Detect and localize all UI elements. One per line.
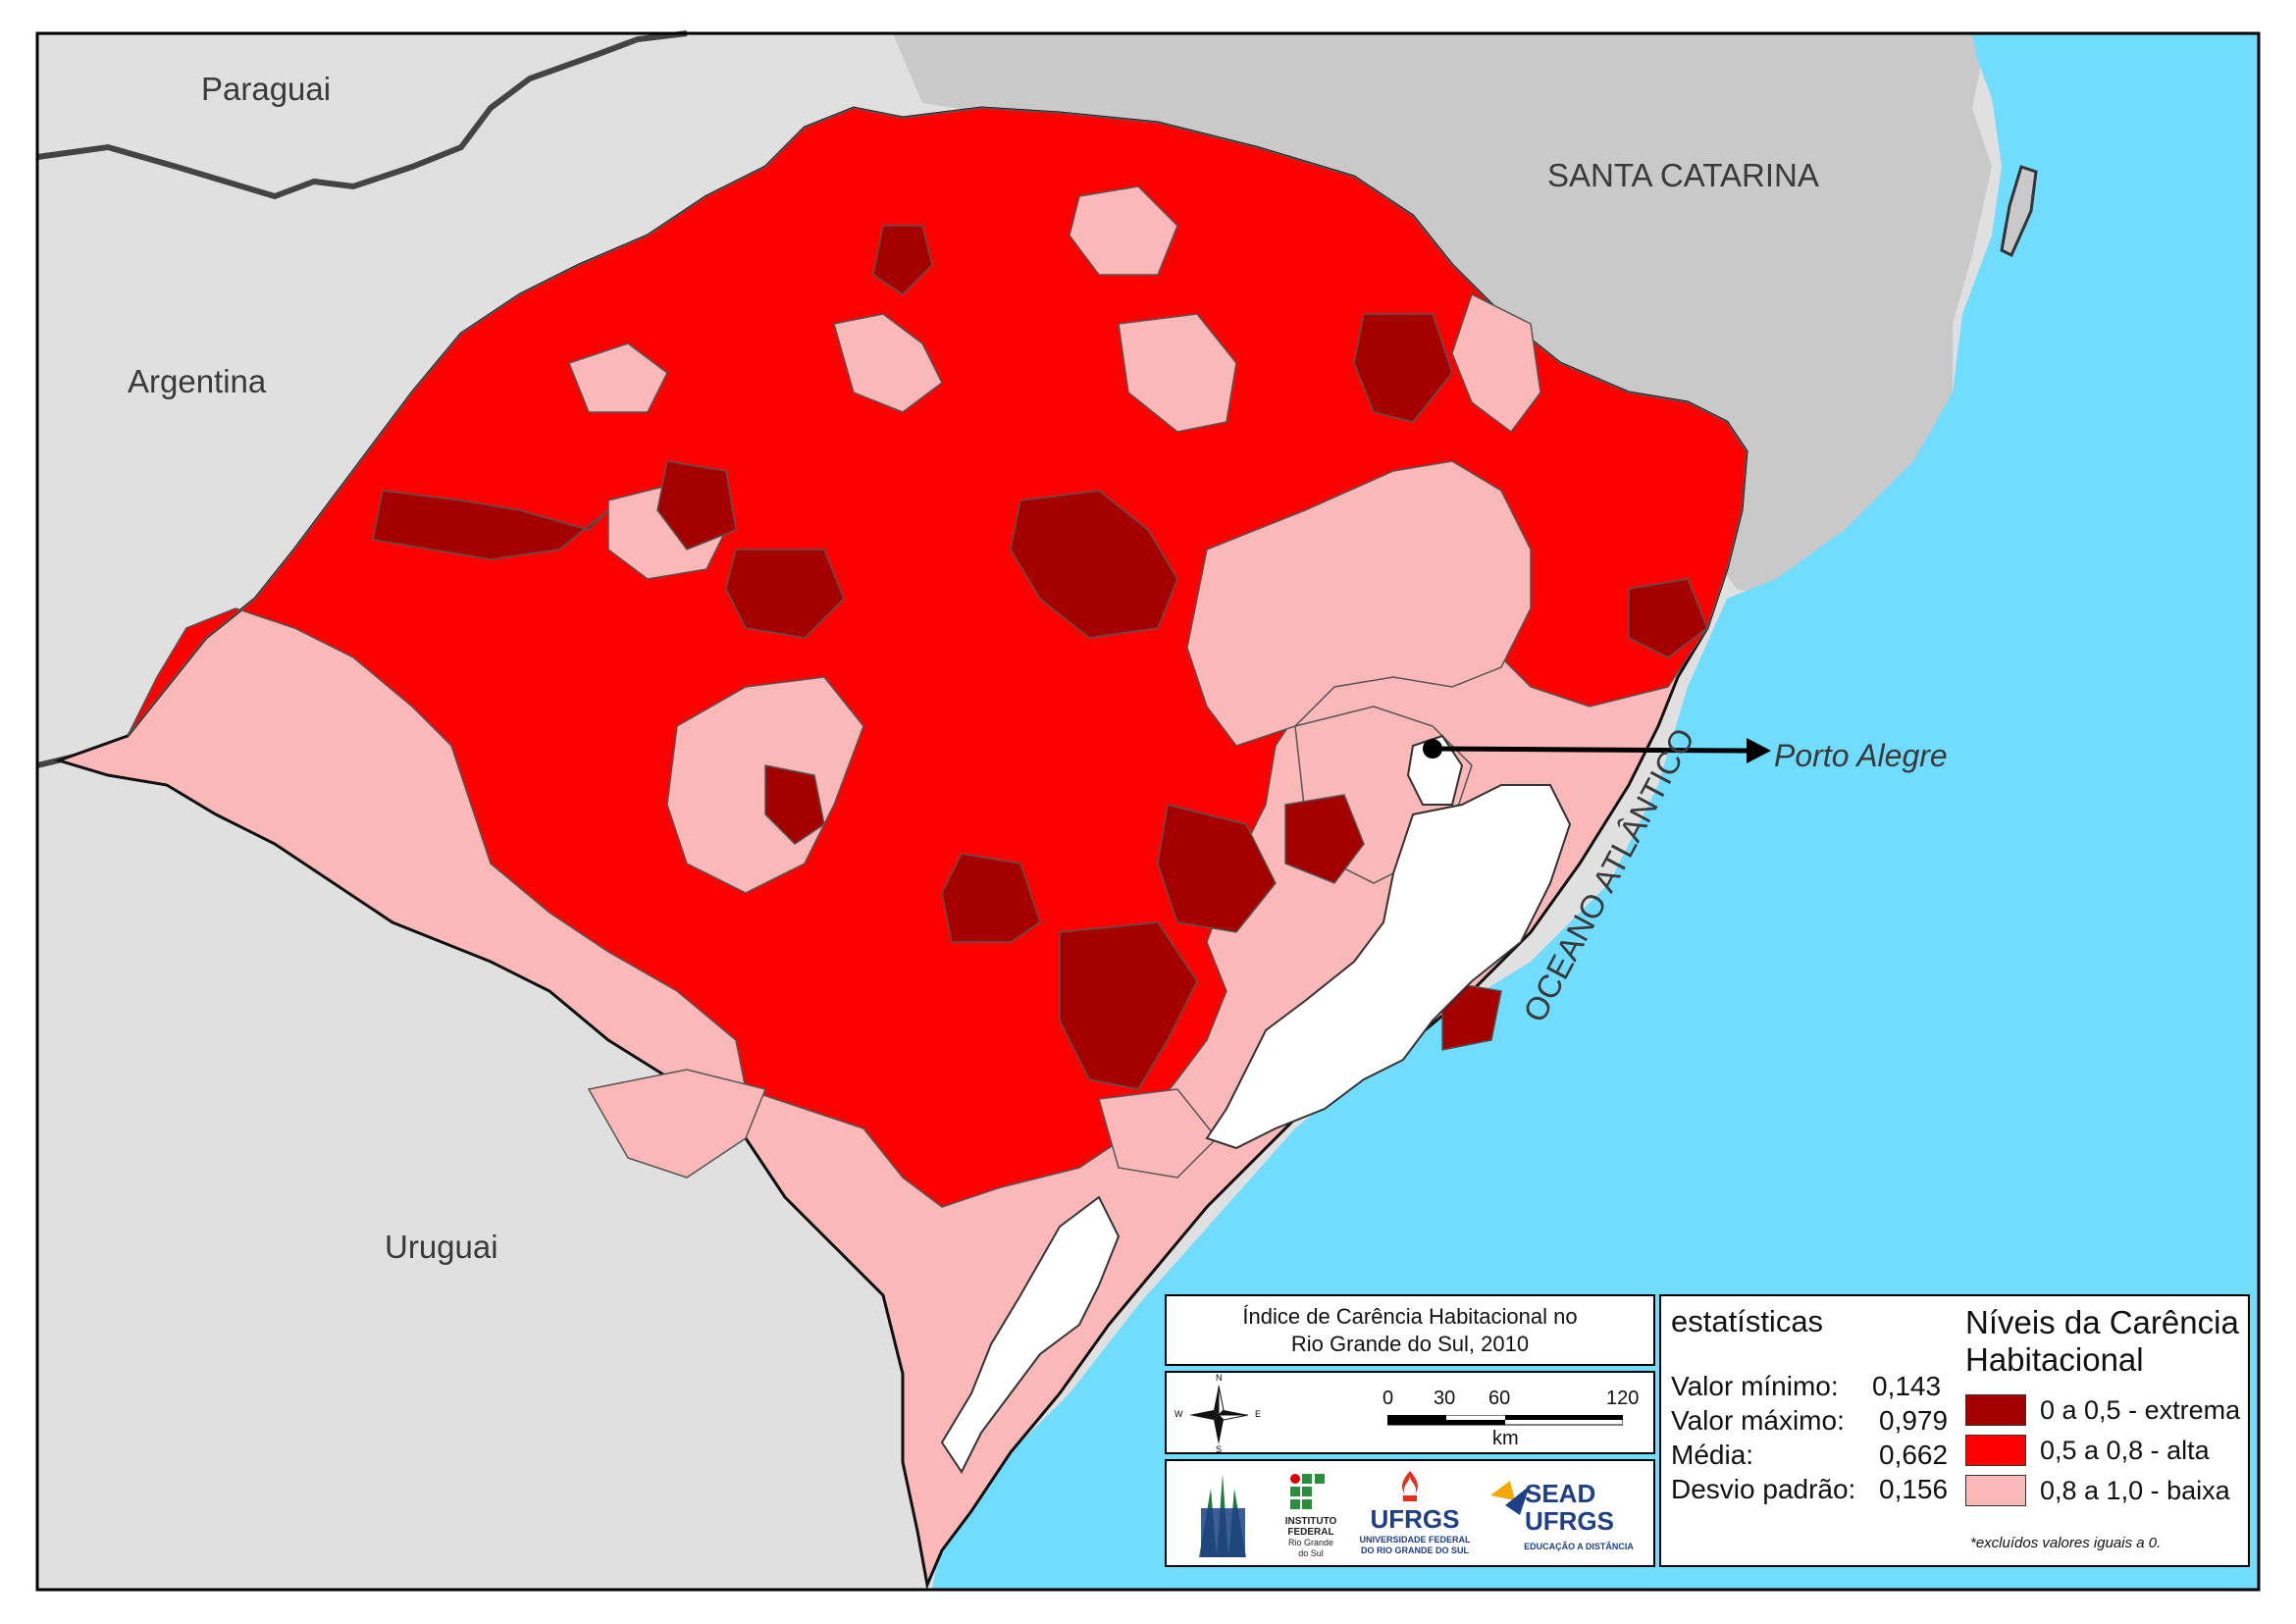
ufrgs-sub-2: DO RIO GRANDE DO SUL: [1360, 1545, 1469, 1555]
island: [2000, 165, 2038, 258]
compass-n: N: [1216, 1373, 1223, 1383]
extreme-patch-11: [872, 225, 933, 295]
ufrgs-flame-icon: [1402, 1471, 1418, 1501]
compass-rose-icon: [1189, 1385, 1249, 1444]
extreme-patch-12: [656, 460, 737, 550]
ufrgs-sub-1: UNIVERSIDADE FEDERAL: [1359, 1535, 1471, 1545]
extreme-patch-3: [1157, 804, 1277, 933]
title-line-1: Índice de Carência Habitacional no: [1242, 1304, 1578, 1329]
santa-catarina-label: SANTA CATARINA: [1547, 157, 1819, 193]
ifrs-line-4: do Sul: [1298, 1548, 1324, 1558]
stat-label-mean: Média:: [1671, 1440, 1754, 1470]
sead-line-1: SEAD: [1525, 1479, 1596, 1508]
stats-title: estatísticas: [1671, 1304, 1824, 1338]
porto-alegre-label: Porto Alegre: [1774, 738, 1948, 773]
title-line-2: Rio Grande do Sul, 2010: [1290, 1332, 1530, 1356]
sead-sub: EDUCAÇÃO A DISTÂNCIA: [1524, 1542, 1634, 1551]
low-patch-6: [1118, 313, 1237, 433]
low-patch-8: [587, 1069, 767, 1179]
legend-item-extreme: 0 a 0,5 - extrema: [1965, 1394, 2240, 1426]
extreme-patch-7: [725, 549, 845, 639]
paraguai-border: [36, 30, 688, 200]
legend-label-low: 0,8 a 1,0 - baixa: [2040, 1475, 2230, 1505]
scale-tick-30: 30: [1434, 1388, 1456, 1409]
compass-e: E: [1255, 1409, 1262, 1419]
scale-tick-60: 60: [1488, 1388, 1511, 1409]
ifrs-logo-icon: [1290, 1474, 1325, 1509]
legend-title-2: Habitacional: [1965, 1341, 2144, 1378]
argentina-label: Argentina: [128, 363, 267, 399]
ocean: [932, 33, 2259, 1590]
legend-item-low: 0,8 a 1,0 - baixa: [1965, 1475, 2230, 1506]
compass-w: W: [1174, 1409, 1183, 1419]
map-frame: [35, 31, 2261, 1592]
stat-value-min: 0,143: [1872, 1371, 1942, 1401]
low-patch-7: [1451, 292, 1541, 434]
ifrs-line-2: FEDERAL: [1287, 1527, 1334, 1538]
legend-title-1: Níveis da Carência: [1965, 1304, 2239, 1340]
legend-label-high: 0,5 a 0,8 - alta: [2040, 1435, 2210, 1465]
scale-tick-0: 0: [1383, 1388, 1394, 1409]
low-patch-5: [833, 313, 943, 413]
scale-tick-120: 120: [1606, 1388, 1640, 1409]
compass-s: S: [1216, 1444, 1223, 1454]
legend-swatch-high: [1965, 1435, 2026, 1466]
lagoa-mirim: [940, 1195, 1121, 1474]
campus-logo-icon: [1191, 1469, 1255, 1562]
title-panel: Índice de Carência Habitacional no Rio G…: [1165, 1294, 1655, 1366]
extreme-patch-1: [372, 490, 609, 560]
legend-swatch-low: [1965, 1475, 2026, 1506]
porto-alegre-area: [1406, 734, 1464, 806]
paraguai-label: Paraguai: [201, 71, 332, 107]
extreme-patch-5: [941, 853, 1041, 943]
scale-bar: [1387, 1415, 1623, 1426]
legend-item-high: 0,5 a 0,8 - alta: [1965, 1435, 2210, 1466]
porto-alegre-arrow-head: [1747, 738, 1771, 763]
stat-value-sd: 0,156: [1879, 1474, 1949, 1504]
stat-label-min: Valor mínimo:: [1671, 1371, 1839, 1401]
stat-label-sd: Desvio padrão:: [1671, 1474, 1856, 1504]
stat-value-mean: 0,662: [1879, 1440, 1949, 1470]
extreme-patch-4: [1059, 921, 1198, 1090]
ifrs-line-1: INSTITUTO: [1284, 1516, 1337, 1527]
extreme-patch-10: [1628, 578, 1708, 658]
low-patch-11: [568, 342, 668, 413]
extreme-patch-2: [1010, 490, 1178, 639]
lagoa-dos-patos: [1205, 784, 1572, 1150]
sead-logo-icon: [1490, 1481, 1530, 1515]
uruguai-label: Uruguai: [385, 1229, 498, 1265]
stat-value-max: 0,979: [1879, 1405, 1949, 1436]
legend-label-extreme: 0 a 0,5 - extrema: [2040, 1394, 2241, 1425]
porto-alegre-arrow-line: [1432, 746, 1748, 754]
low-patch-1: [1186, 460, 1532, 747]
scale-panel: N S W E 0 30 60 120 km: [1165, 1371, 1655, 1454]
legend-note: *excluídos valores iguais a 0.: [1970, 1535, 2162, 1551]
sead-line-2: UFRGS: [1525, 1506, 1614, 1536]
extreme-patch-9: [1284, 794, 1365, 884]
legend-panel: estatísticas Valor mínimo: 0,143 Valor m…: [1659, 1294, 2250, 1567]
low-patch-9: [1098, 1088, 1219, 1179]
stat-label-max: Valor máximo:: [1671, 1405, 1845, 1436]
ifrs-line-3: Rio Grande: [1287, 1538, 1334, 1547]
logos-panel: INSTITUTO FEDERAL Rio Grande do Sul UFRG…: [1165, 1459, 1655, 1567]
extreme-patch-8: [1353, 313, 1453, 423]
extreme-patch-13: [1441, 980, 1502, 1051]
legend-swatch-extreme: [1965, 1394, 2026, 1426]
scale-unit: km: [1492, 1428, 1519, 1449]
low-patch-10: [1069, 185, 1178, 276]
ufrgs-logo-text: UFRGS: [1370, 1504, 1460, 1534]
high-region: [127, 107, 1748, 1208]
extreme-patch-6: [764, 764, 825, 845]
